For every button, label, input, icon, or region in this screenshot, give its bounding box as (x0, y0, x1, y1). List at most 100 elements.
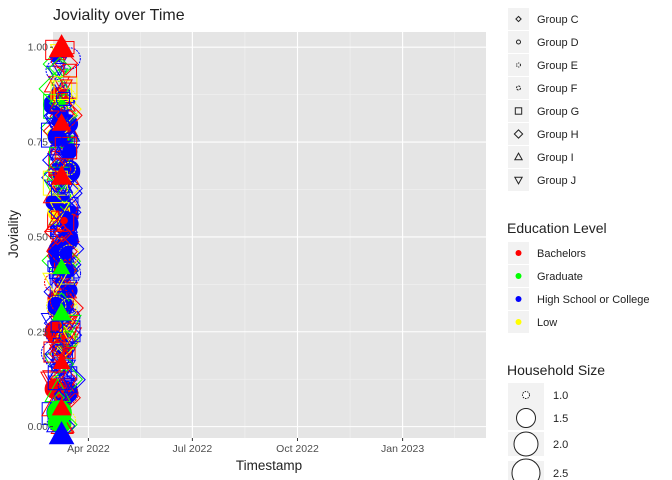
legend-label: Group F (537, 83, 578, 95)
legend-label: Group E (537, 60, 578, 72)
legend-key-background (508, 77, 529, 99)
data-point (48, 421, 75, 445)
legend-key-shape (513, 176, 524, 185)
legend-household-size: Household Size 1.0 1.5 2.0 2.5 (507, 362, 605, 480)
data-point (50, 210, 60, 220)
data-point (51, 63, 67, 77)
legend-label: 1.5 (553, 413, 568, 425)
legend-key-background (508, 146, 529, 168)
y-tick-label: 0.25 (28, 326, 49, 338)
data-point (60, 216, 68, 225)
data-point (54, 87, 77, 110)
data-point (43, 75, 63, 93)
data-point (46, 65, 64, 81)
legend-key-background (508, 8, 529, 30)
legend-group: Group C Group D Group E Group F Group G Group… (508, 8, 579, 191)
legend-key-shape (513, 129, 524, 139)
legend-label: Group D (537, 37, 579, 49)
legend-key-size (513, 431, 539, 457)
data-point (57, 376, 77, 396)
legend-key-shape (514, 107, 523, 115)
legend-label: Group G (537, 106, 579, 118)
data-point (50, 54, 65, 69)
legend-key-shape (516, 39, 521, 45)
data-point (53, 243, 75, 263)
panel-background (53, 32, 486, 438)
legend-key-color (515, 250, 522, 256)
legend-label: Group I (537, 152, 574, 164)
data-point (54, 144, 64, 154)
legend-key-size (516, 408, 536, 428)
y-tick-label: 0.00 (28, 421, 49, 433)
legend-key-background (508, 123, 529, 145)
legend-label: Group C (537, 14, 579, 26)
legend-label: 1.0 (553, 390, 568, 402)
plot-panel (53, 32, 486, 438)
chart-title: Joviality over Time (53, 7, 185, 24)
legend-key-background (508, 169, 529, 191)
legend-key-color (515, 273, 522, 279)
legend-title-household: Household Size (507, 362, 605, 378)
legend-label: High School or College (537, 294, 650, 306)
data-point (57, 188, 72, 202)
legend-key-size (511, 458, 541, 480)
data-point (63, 381, 77, 394)
legend-label: Group H (537, 129, 579, 141)
legend-key-color (515, 319, 522, 325)
legend-label: Bachelors (537, 248, 586, 260)
y-axis-title: Joviality (6, 210, 21, 258)
legend-label: Graduate (537, 271, 583, 283)
legend-key-shape (513, 152, 524, 161)
data-point (50, 165, 73, 185)
data-point (54, 322, 81, 347)
axes: 0.00 0.25 0.50 0.75 1.00 Apr 2022 Jul 2022 Oct … (28, 42, 425, 455)
legend-key-color (515, 296, 522, 302)
data-point (56, 279, 78, 299)
legend-key-shape (515, 15, 522, 23)
data-point (49, 289, 74, 313)
data-point (62, 143, 78, 160)
legend-label: 2.5 (553, 468, 568, 480)
x-tick-label: Jan 2023 (381, 443, 424, 455)
y-tick-label: 0.75 (28, 137, 49, 149)
y-tick-label: 1.00 (28, 42, 49, 54)
data-point (48, 332, 60, 344)
data-points (38, 34, 86, 445)
data-point (51, 302, 72, 321)
data-point (51, 217, 72, 236)
legend-key-background (508, 100, 529, 122)
legend-key-shape (516, 85, 521, 91)
x-axis-title: Timestamp (236, 458, 302, 473)
data-point (48, 34, 75, 58)
data-point (60, 331, 76, 347)
legend-education-level: Education Level Bachelors Graduate High Sc… (507, 220, 650, 333)
legend-key-background (508, 31, 529, 53)
data-point (51, 214, 74, 237)
data-point (54, 136, 78, 160)
x-tick-label: Jul 2022 (173, 443, 213, 455)
legend-title-education: Education Level (507, 220, 607, 236)
data-point (41, 162, 73, 194)
data-point (50, 320, 63, 333)
data-point (59, 79, 73, 92)
data-point (52, 258, 71, 275)
data-point (52, 353, 71, 370)
data-point (48, 203, 65, 220)
legend-label: Group J (537, 175, 576, 187)
data-point (53, 124, 77, 147)
data-point (50, 365, 78, 393)
legend-label: 2.0 (553, 439, 568, 451)
data-point (51, 113, 72, 131)
data-point (51, 397, 72, 416)
legend-key-shape (516, 62, 521, 68)
legend-key-size (522, 391, 530, 399)
data-point (48, 338, 70, 359)
x-tick-label: Oct 2022 (276, 443, 319, 455)
data-point (61, 132, 71, 143)
data-point (38, 72, 71, 105)
data-point (45, 60, 66, 81)
data-point (53, 224, 73, 243)
data-point (63, 63, 77, 78)
y-tick-label: 0.50 (28, 231, 49, 243)
